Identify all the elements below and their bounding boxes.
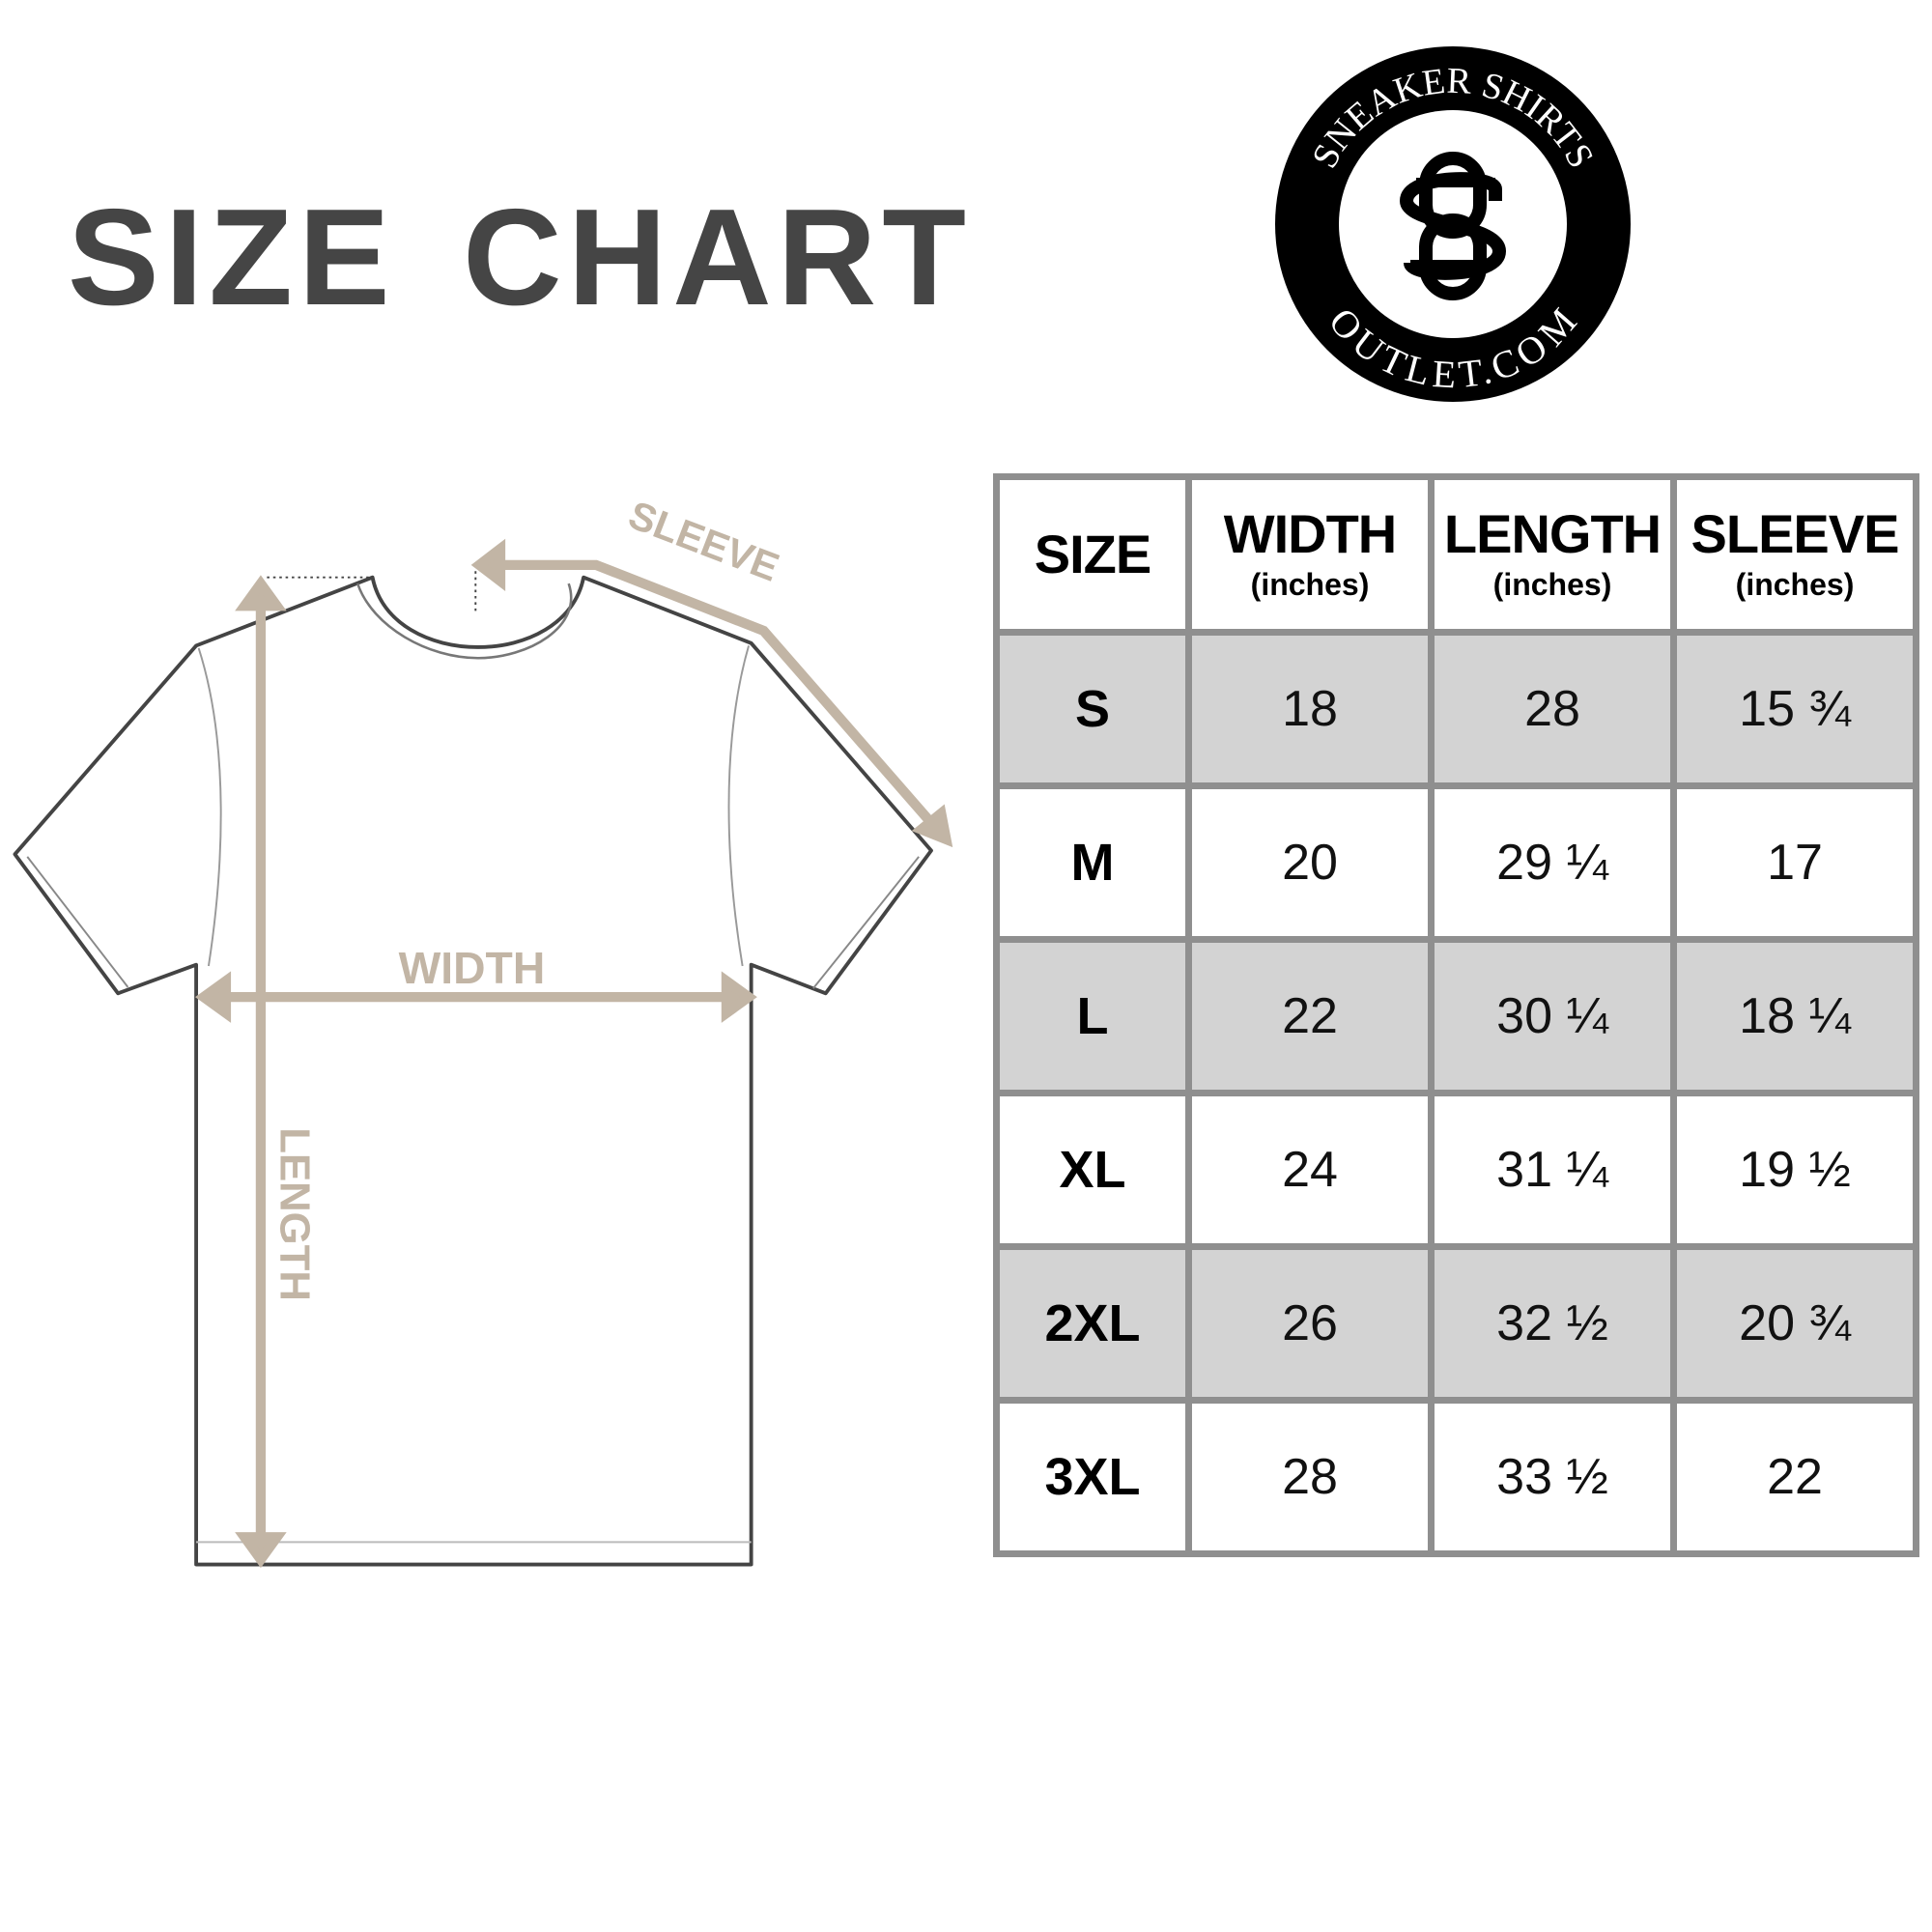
cell-width: 28 (1185, 1397, 1435, 1557)
cell-size: 3XL (993, 1397, 1192, 1557)
table-row: 3XL 28 33 ½ 22 (993, 1397, 1919, 1557)
cell-length: 28 (1428, 629, 1677, 789)
table-row: L 22 30 ¼ 18 ¼ (993, 936, 1919, 1096)
width-arrow (195, 971, 757, 1023)
cell-width: 24 (1185, 1090, 1435, 1250)
header-sleeve: SLEEVE (inches) (1670, 473, 1919, 636)
sleeve-label: SLEEVE (623, 493, 785, 590)
table-row: 2XL 26 32 ½ 20 ¾ (993, 1243, 1919, 1404)
cell-width: 26 (1185, 1243, 1435, 1404)
cell-length: 30 ¼ (1428, 936, 1677, 1096)
table-header-row: SIZE WIDTH (inches) LENGTH (inches) SLEEVE… (993, 473, 1919, 636)
cell-sleeve: 20 ¾ (1670, 1243, 1919, 1404)
guide-dotted-lines (267, 564, 477, 611)
width-label: WIDTH (399, 943, 546, 993)
size-table: SIZE WIDTH (inches) LENGTH (inches) SLEEVE… (993, 473, 1919, 1557)
cell-length: 33 ½ (1428, 1397, 1677, 1557)
cell-width: 20 (1185, 782, 1435, 943)
cell-width: 22 (1185, 936, 1435, 1096)
cell-sleeve: 17 (1670, 782, 1919, 943)
cell-size: 2XL (993, 1243, 1192, 1404)
cell-sleeve: 19 ½ (1670, 1090, 1919, 1250)
length-label: LENGTH (270, 1127, 318, 1301)
sleeve-arrow (470, 538, 953, 848)
cell-size: M (993, 782, 1192, 943)
cell-size: XL (993, 1090, 1192, 1250)
cell-sleeve: 22 (1670, 1397, 1919, 1557)
page-title: SIZE CHART (68, 181, 972, 334)
cell-length: 32 ½ (1428, 1243, 1677, 1404)
cell-size: S (993, 629, 1192, 789)
table-row: S 18 28 15 ¾ (993, 629, 1919, 789)
header-width: WIDTH (inches) (1185, 473, 1435, 636)
cell-length: 29 ¼ (1428, 782, 1677, 943)
cell-size: L (993, 936, 1192, 1096)
cell-width: 18 (1185, 629, 1435, 789)
length-arrow (235, 575, 287, 1569)
brand-logo: SNEAKER SHIRTS OUTLET.COM (1275, 46, 1631, 402)
table-row: XL 24 31 ¼ 19 ½ (993, 1090, 1919, 1250)
cell-sleeve: 18 ¼ (1670, 936, 1919, 1096)
tshirt-outline (13, 575, 933, 1567)
logo-monogram-icon (1399, 152, 1507, 300)
header-size: SIZE (993, 473, 1192, 636)
table-row: M 20 29 ¼ 17 (993, 782, 1919, 943)
cell-length: 31 ¼ (1428, 1090, 1677, 1250)
header-length: LENGTH (inches) (1428, 473, 1677, 636)
cell-sleeve: 15 ¾ (1670, 629, 1919, 789)
